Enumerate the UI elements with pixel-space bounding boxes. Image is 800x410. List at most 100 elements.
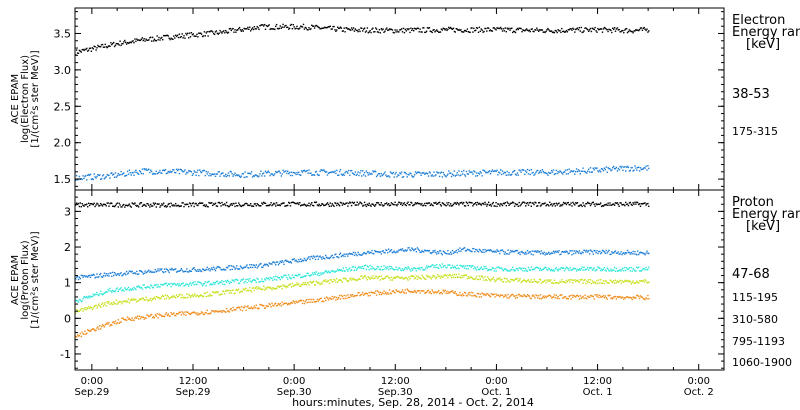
data-point: [185, 314, 187, 316]
data-point: [432, 204, 434, 207]
data-point: [459, 264, 461, 267]
data-point: [458, 267, 460, 270]
data-point: [288, 274, 290, 276]
data-point: [263, 23, 266, 26]
data-point: [305, 205, 307, 207]
data-point: [501, 268, 504, 271]
data-point: [131, 299, 133, 301]
data-point: [576, 268, 579, 271]
data-point: [571, 205, 573, 207]
data-point: [137, 300, 139, 302]
data-point: [564, 295, 567, 298]
data-point: [361, 275, 363, 277]
data-point: [179, 293, 181, 295]
data-point: [413, 27, 416, 30]
data-point: [145, 317, 147, 319]
data-point: [126, 273, 129, 275]
data-point: [583, 30, 585, 32]
data-point: [81, 300, 83, 302]
data-point: [601, 295, 604, 298]
data-point: [450, 175, 453, 178]
data-point: [348, 202, 350, 205]
data-point: [239, 291, 242, 293]
data-point: [500, 169, 502, 171]
data-point: [179, 168, 181, 171]
data-point: [607, 250, 609, 253]
data-point: [398, 174, 400, 177]
data-point: [535, 171, 537, 174]
data-point: [514, 173, 517, 175]
data-point: [298, 28, 300, 30]
data-point: [203, 313, 206, 316]
data-point: [311, 202, 313, 204]
data-point: [618, 253, 620, 255]
data-point: [362, 170, 364, 172]
data-point: [513, 269, 515, 271]
data-point: [513, 170, 515, 172]
data-point: [531, 250, 533, 252]
data-point: [272, 174, 274, 176]
data-point: [428, 276, 431, 278]
data-point: [180, 205, 182, 207]
data-point: [346, 253, 348, 255]
data-point: [636, 254, 638, 256]
data-point: [78, 299, 81, 301]
data-point: [166, 34, 169, 36]
data-point: [634, 201, 636, 203]
data-point: [546, 172, 548, 175]
data-point: [625, 252, 628, 254]
data-point: [391, 203, 394, 205]
data-point: [560, 281, 562, 283]
data-point: [269, 263, 271, 265]
data-point: [379, 175, 381, 177]
data-point: [295, 173, 297, 176]
data-point: [543, 202, 545, 205]
data-point: [513, 250, 515, 253]
data-point: [625, 170, 627, 172]
data-point: [418, 277, 420, 279]
data-point: [574, 250, 576, 252]
data-point: [642, 27, 644, 30]
data-point: [246, 290, 248, 292]
data-point: [291, 201, 294, 203]
data-point: [638, 295, 640, 298]
data-point: [133, 319, 135, 321]
data-point: [485, 265, 487, 268]
data-point: [140, 270, 143, 272]
data-point: [306, 169, 308, 172]
data-point: [476, 27, 479, 29]
data-point: [107, 45, 109, 48]
data-point: [145, 272, 147, 274]
data-point: [617, 281, 619, 283]
data-point: [575, 280, 578, 282]
data-point: [591, 269, 594, 271]
data-point: [350, 204, 353, 207]
data-point: [540, 269, 543, 271]
data-point: [321, 202, 323, 205]
data-point: [333, 296, 335, 298]
data-point: [361, 267, 363, 270]
data-point: [397, 290, 399, 293]
data-point: [463, 265, 465, 267]
data-point: [226, 310, 229, 312]
data-point: [164, 283, 167, 285]
data-point: [495, 29, 497, 31]
data-point: [505, 31, 507, 33]
data-point: [327, 270, 330, 272]
data-point: [342, 173, 344, 175]
data-point: [287, 278, 289, 280]
data-point: [341, 281, 344, 283]
data-point: [291, 274, 294, 276]
data-point: [610, 280, 612, 282]
data-point: [628, 280, 631, 282]
data-point: [614, 270, 617, 272]
data-point: [176, 313, 179, 315]
data-point: [324, 280, 326, 282]
data-point: [483, 251, 485, 253]
data-point: [554, 268, 556, 270]
data-point: [171, 38, 173, 40]
data-point: [163, 298, 166, 300]
data-point: [361, 175, 363, 177]
data-point: [77, 335, 80, 337]
data-point: [151, 36, 154, 39]
